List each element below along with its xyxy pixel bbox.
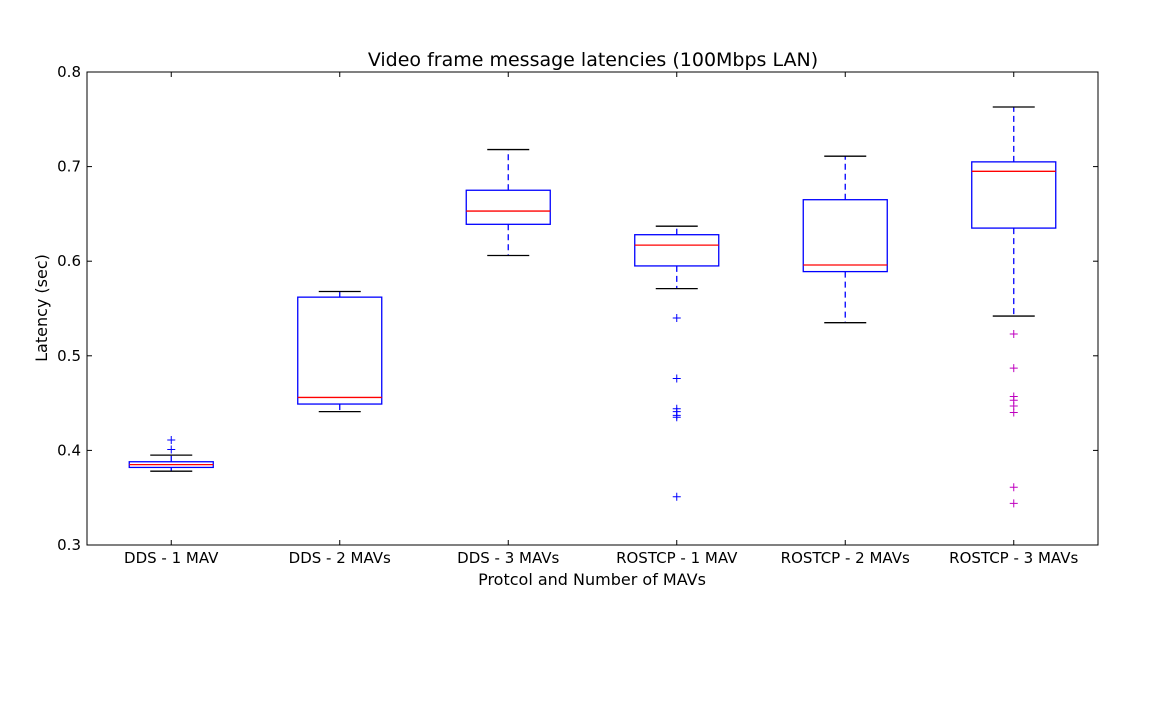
outlier-point (1009, 483, 1018, 492)
outlier-point (1009, 330, 1018, 339)
chart-title: Video frame message latencies (100Mbps L… (368, 49, 818, 71)
box (802, 199, 888, 273)
x-tick-label: DDS - 1 MAV (124, 549, 219, 567)
box (465, 189, 551, 225)
y-axis-label: Latency (sec) (32, 254, 51, 362)
x-tick-label: ROSTCP - 3 MAVs (949, 549, 1078, 567)
outlier-point (1009, 364, 1018, 373)
x-axis-label: Protcol and Number of MAVs (478, 570, 706, 589)
outlier-point (167, 435, 176, 444)
outlier-point (672, 492, 681, 501)
plot-area: 0.3 0.4 0.5 0.6 0.7 0.8 DDS - 1 MAV DDS - 2 MAV… (57, 63, 1098, 567)
x-tick-label: DDS - 2 MAVs (289, 549, 391, 567)
outlier-point (1009, 499, 1018, 508)
y-tick-label: 0.8 (57, 63, 81, 81)
x-tick-label: ROSTCP - 1 MAV (616, 549, 738, 567)
y-tick-label: 0.7 (57, 158, 81, 176)
y-tick-label: 0.4 (57, 441, 81, 459)
box (634, 234, 720, 267)
outlier-point (672, 374, 681, 383)
outlier-point (167, 445, 176, 454)
outlier-point (1009, 408, 1018, 417)
x-tick-label: DDS - 3 MAVs (457, 549, 559, 567)
y-tick-label: 0.5 (57, 347, 81, 365)
y-tick-label: 0.3 (57, 536, 81, 554)
plot-frame (86, 71, 1099, 546)
outlier-point (672, 413, 681, 422)
y-tick-label: 0.6 (57, 252, 81, 270)
box (297, 296, 383, 405)
outlier-point (672, 313, 681, 322)
box (971, 161, 1057, 229)
x-tick-label: ROSTCP - 2 MAVs (781, 549, 910, 567)
